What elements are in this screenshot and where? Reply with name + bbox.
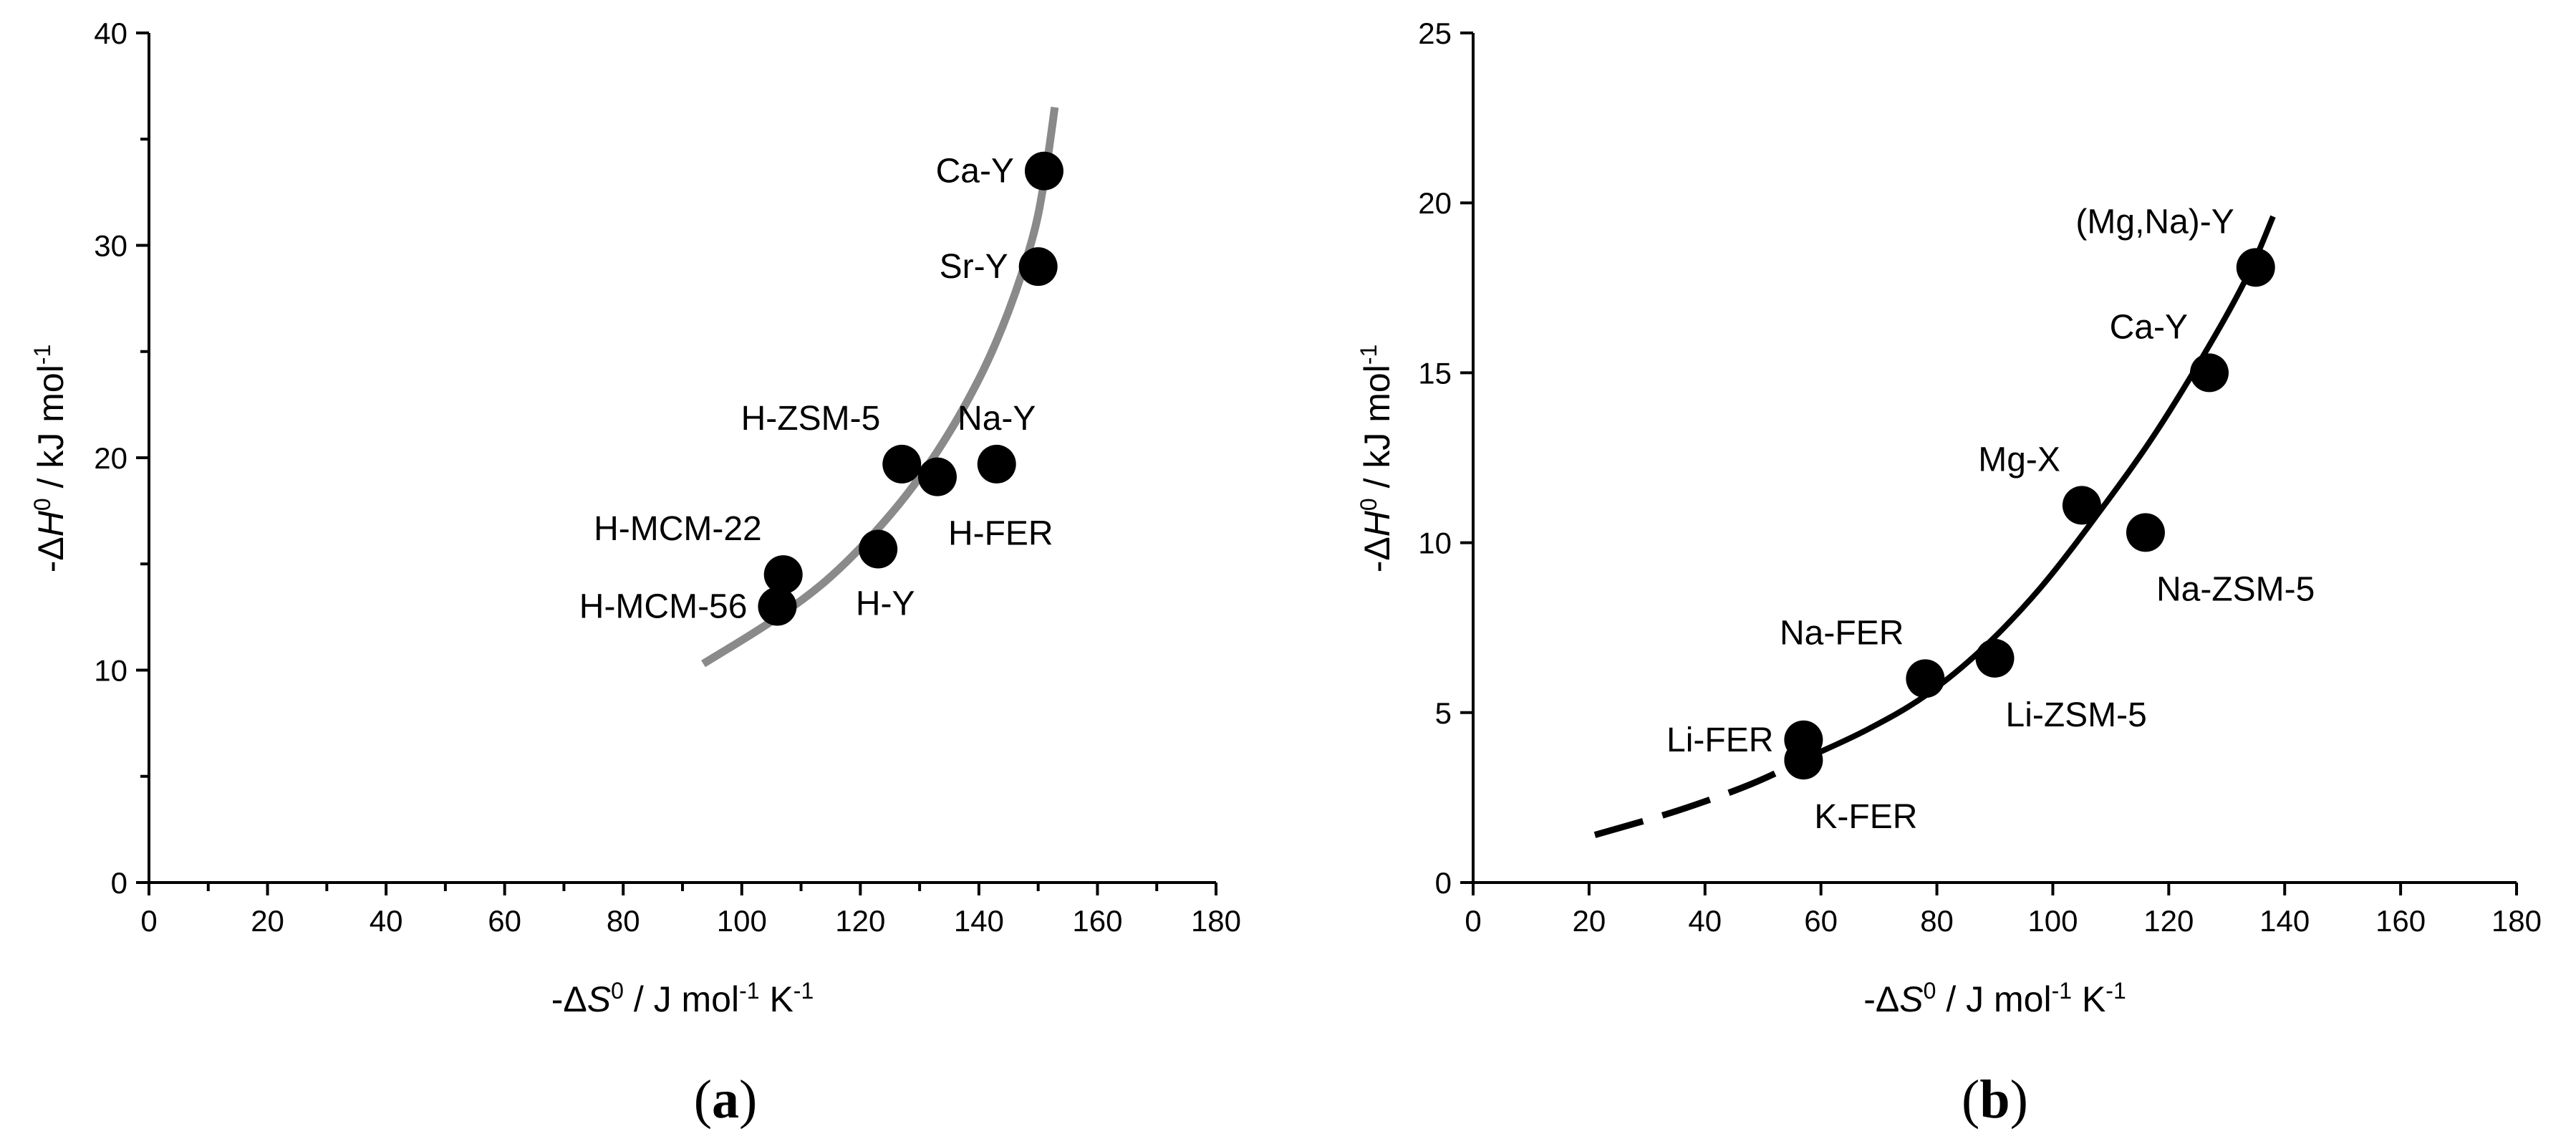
data-point-label: H-Y	[856, 585, 915, 623]
x-tick-label: 140	[954, 904, 1004, 938]
panel-label: (b)	[1962, 1070, 2028, 1130]
x-tick-label: 180	[1191, 904, 1241, 938]
data-point-label: H-FER	[948, 515, 1053, 553]
fit-curve	[701, 107, 1059, 668]
data-point-label: Mg-X	[1978, 441, 2060, 479]
data-point	[1906, 659, 1945, 698]
data-point	[882, 444, 922, 484]
data-point	[763, 555, 803, 595]
data-point	[1018, 247, 1058, 287]
data-point	[2189, 353, 2229, 393]
data-point	[758, 587, 797, 626]
data-point-label: K-FER	[1814, 798, 1917, 836]
y-tick-label: 10	[1418, 527, 1452, 560]
data-point-label: Ca-Y	[2110, 308, 2188, 346]
y-tick-label: 0	[1435, 866, 1452, 900]
x-tick-label: 40	[370, 904, 403, 938]
data-point	[2062, 486, 2101, 525]
y-axis-label: -ΔH0 / kJ mol-1	[29, 345, 71, 573]
y-tick-label: 30	[94, 229, 127, 263]
data-point-label: Li-FER	[1666, 721, 1773, 759]
x-tick-label: 80	[1920, 904, 1954, 938]
x-tick-label: 180	[2491, 904, 2542, 938]
x-tick-label: 20	[1573, 904, 1606, 938]
x-tick-label: 100	[717, 904, 767, 938]
data-point-label: Na-FER	[1780, 614, 1904, 652]
panel-label: (a)	[694, 1070, 758, 1130]
data-point	[1975, 638, 2015, 678]
data-point-label: (Mg,Na)-Y	[2075, 203, 2234, 241]
y-tick-label: 10	[94, 654, 127, 688]
data-point-label: Sr-Y	[940, 248, 1008, 286]
y-tick-label: 25	[1418, 16, 1452, 50]
chart-panel-b: 0 20 40 60 80 100 120 140 160 180 0 5 10 15 20 25 (Mg,Na…	[1356, 16, 2542, 1130]
data-point-label: Ca-Y	[936, 153, 1014, 191]
y-tick-label: 5	[1435, 696, 1452, 730]
x-tick-label: 0	[1465, 904, 1481, 938]
data-point	[977, 444, 1016, 484]
x-tick-label: 100	[2027, 904, 2078, 938]
x-tick-label: 120	[2143, 904, 2194, 938]
data-point	[1784, 741, 1823, 780]
y-tick-label: 20	[94, 441, 127, 475]
x-tick-label: 0	[140, 904, 157, 938]
fit-curve	[1808, 215, 2276, 760]
x-tick-label: 60	[488, 904, 521, 938]
data-point-label: H-MCM-56	[579, 588, 748, 626]
x-tick-label: 80	[607, 904, 640, 938]
y-tick-label: 20	[1418, 186, 1452, 220]
data-point	[917, 457, 957, 496]
y-tick-label: 0	[111, 866, 127, 900]
y-tick-label: 15	[1418, 356, 1452, 390]
x-tick-label: 120	[835, 904, 885, 938]
x-tick-label: 20	[251, 904, 284, 938]
y-axis-label: -ΔH0 / kJ mol-1	[1356, 345, 1397, 573]
data-point-label: H-MCM-22	[594, 510, 762, 548]
x-axis-label: -ΔS0 / J mol-1 K-1	[551, 978, 814, 1019]
x-tick-label: 160	[1072, 904, 1122, 938]
x-axis-label: -ΔS0 / J mol-1 K-1	[1863, 978, 2126, 1019]
data-point	[1024, 151, 1063, 191]
data-point	[2236, 248, 2275, 287]
chart-panel-a: 0 20 40 60 80 100 120 140 160 180 0 10 20 30 40 Ca-Y Sr-…	[29, 16, 1241, 1130]
y-tick-label: 40	[94, 16, 127, 50]
fit-curve-extrapolated	[1593, 754, 1811, 838]
data-point-label: H-ZSM-5	[741, 400, 881, 438]
data-point-label: Na-ZSM-5	[2156, 570, 2315, 608]
x-tick-label: 140	[2259, 904, 2310, 938]
x-tick-label: 40	[1688, 904, 1722, 938]
data-point	[859, 529, 898, 569]
data-point-label: Li-ZSM-5	[2006, 696, 2147, 734]
data-point	[2126, 513, 2165, 552]
x-tick-label: 160	[2375, 904, 2426, 938]
data-point-label: Na-Y	[957, 400, 1036, 438]
x-tick-label: 60	[1804, 904, 1838, 938]
